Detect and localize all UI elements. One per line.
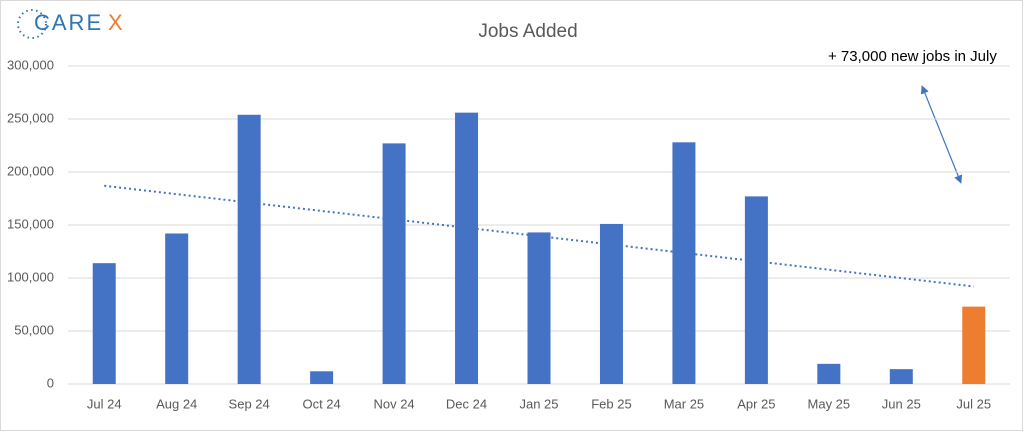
bar — [817, 363, 841, 384]
y-tick-label: 300,000 — [7, 57, 54, 72]
bar — [455, 112, 479, 384]
y-tick-label: 100,000 — [7, 269, 54, 284]
bar — [962, 306, 986, 384]
x-tick-label: Mar 25 — [664, 396, 704, 411]
x-tick-label: Dec 24 — [446, 396, 487, 411]
x-tick-label: Feb 25 — [591, 396, 631, 411]
bar — [599, 223, 623, 384]
bar — [527, 232, 551, 384]
trendline — [104, 184, 974, 288]
x-tick-label: May 25 — [808, 396, 851, 411]
y-tick-label: 200,000 — [7, 163, 54, 178]
x-tick-label: Nov 24 — [373, 396, 414, 411]
chart-title: Jobs Added — [478, 21, 577, 42]
logo-accent: X — [108, 10, 123, 35]
y-tick-label: 150,000 — [7, 216, 54, 231]
x-tick-label: Apr 25 — [737, 396, 775, 411]
bar — [237, 114, 261, 384]
annotation: + 73,000 new jobs in July — [828, 48, 997, 65]
x-tick-label: Sep 24 — [229, 396, 270, 411]
logo-ring — [17, 9, 47, 39]
y-tick-label: 0 — [47, 375, 54, 390]
bar — [92, 263, 116, 384]
y-tick-label: 50,000 — [14, 322, 54, 337]
x-tick-label: Aug 24 — [156, 396, 197, 411]
x-tick-label: Jul 24 — [87, 396, 122, 411]
y-tick-label: 250,000 — [7, 110, 54, 125]
bar — [382, 143, 406, 384]
x-tick-label: Jan 25 — [519, 396, 558, 411]
bar — [165, 233, 189, 384]
bar — [672, 142, 696, 384]
bar — [310, 371, 334, 384]
x-tick-label: Oct 24 — [302, 396, 340, 411]
bar — [744, 196, 768, 384]
logo-text: CARE — [34, 10, 103, 35]
x-tick-label: Jul 25 — [956, 396, 991, 411]
annotation-arrow — [920, 85, 963, 184]
bar — [889, 369, 913, 384]
x-tick-label: Jun 25 — [882, 396, 921, 411]
